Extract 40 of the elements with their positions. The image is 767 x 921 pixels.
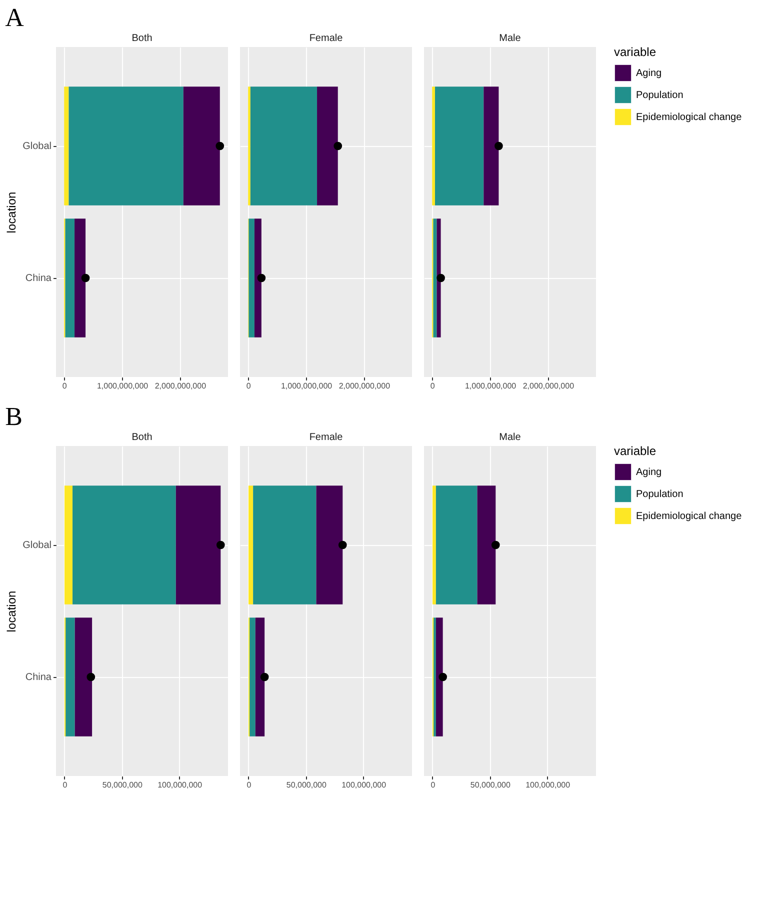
y-tick-label: China [25,273,52,284]
x-tick-label: 50,000,000 [470,780,511,790]
y-axis-title: location [4,192,19,234]
x-tick-label: 2,000,000,000 [522,382,575,390]
x-tick-label: 50,000,000 [286,780,327,790]
chart-title: Male [499,432,522,443]
x-tick-label: 1,000,000,000 [96,382,149,390]
legend-label: Epidemiological change [636,511,742,522]
x-tick-label: 100,000,000 [342,780,387,790]
x-tick-label: 50,000,000 [102,780,143,790]
x-tick-label: 0 [62,382,68,390]
x-tick-label: 0 [430,382,436,390]
x-tick-label: 1,000,000,000 [464,382,517,390]
chart-title: Male [499,33,522,44]
legend-label: Population [636,489,684,500]
y-tick-label: Global [22,540,52,551]
chart-title: Female [309,33,344,44]
chart-title: Both [132,33,152,44]
x-tick-label: 100,000,000 [158,780,203,790]
x-tick-label: 100,000,000 [526,780,571,790]
x-tick-label: 0 [246,382,252,390]
legend-title: variable [614,444,656,458]
y-tick-label: China [25,672,52,683]
legend-label: Aging [636,467,662,478]
text: A [5,3,24,32]
legend-title: variable [614,45,656,59]
x-tick-label: 0 [246,780,252,790]
legend-label: Epidemiological change [636,112,742,123]
x-tick-label: 2,000,000,000 [154,382,207,390]
chart-title: Both [132,432,152,443]
y-tick-label: Global [22,141,52,152]
text: B [5,402,22,431]
legend-label: Aging [636,68,662,79]
y-axis-title: location [4,590,19,632]
legend-label: Population [636,90,684,101]
x-tick-label: 0 [430,780,436,790]
x-tick-label: 0 [62,780,68,790]
chart-title: Female [309,432,344,443]
x-tick-label: 1,000,000,000 [280,382,333,390]
x-tick-label: 2,000,000,000 [338,382,391,390]
